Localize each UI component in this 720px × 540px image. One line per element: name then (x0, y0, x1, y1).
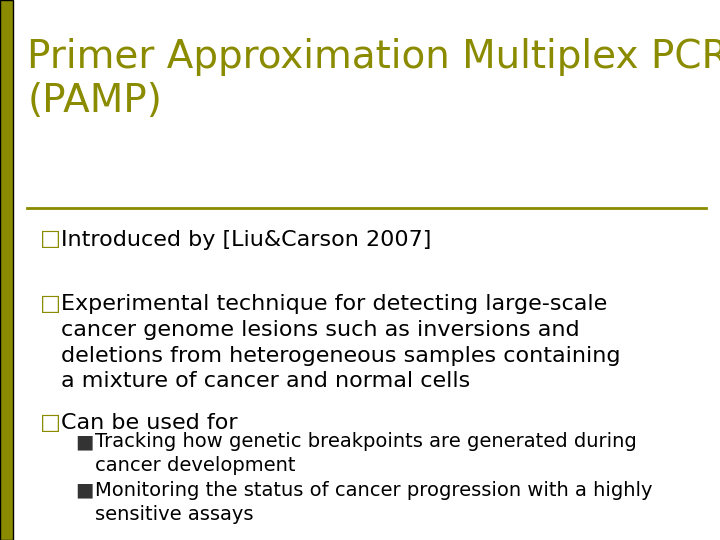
Text: ■: ■ (76, 481, 94, 500)
Text: Experimental technique for detecting large-scale
cancer genome lesions such as i: Experimental technique for detecting lar… (61, 294, 621, 391)
Text: Tracking how genetic breakpoints are generated during
cancer development: Tracking how genetic breakpoints are gen… (95, 432, 636, 475)
Text: Can be used for: Can be used for (61, 413, 238, 433)
Text: Introduced by [Liu&Carson 2007]: Introduced by [Liu&Carson 2007] (61, 230, 431, 249)
Text: ■: ■ (76, 432, 94, 451)
Text: □: □ (40, 294, 60, 314)
Text: □: □ (40, 413, 60, 433)
Text: □: □ (40, 230, 60, 249)
Text: Primer Approximation Multiplex PCR
(PAMP): Primer Approximation Multiplex PCR (PAMP… (27, 38, 720, 120)
Text: Monitoring the status of cancer progression with a highly
sensitive assays: Monitoring the status of cancer progress… (95, 481, 652, 524)
